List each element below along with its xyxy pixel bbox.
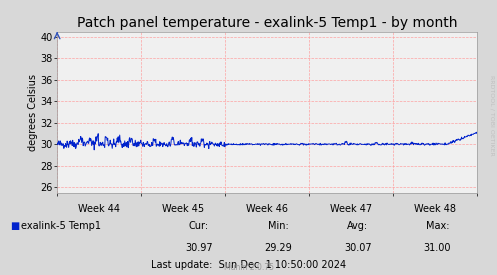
- Text: Week 48: Week 48: [414, 204, 456, 213]
- Title: Patch panel temperature - exalink-5 Temp1 - by month: Patch panel temperature - exalink-5 Temp…: [77, 16, 457, 31]
- Text: Week 47: Week 47: [330, 204, 372, 213]
- Text: RRDTOOL / TOBI OETIKER: RRDTOOL / TOBI OETIKER: [490, 75, 495, 156]
- Text: Max:: Max:: [425, 221, 449, 231]
- Text: Min:: Min:: [268, 221, 289, 231]
- Text: ■: ■: [10, 221, 19, 231]
- Text: 29.29: 29.29: [264, 243, 292, 253]
- Y-axis label: degrees Celsius: degrees Celsius: [28, 73, 38, 151]
- Text: Week 46: Week 46: [246, 204, 288, 213]
- Text: 30.97: 30.97: [185, 243, 213, 253]
- Text: exalink-5 Temp1: exalink-5 Temp1: [21, 221, 101, 231]
- Text: Week 45: Week 45: [162, 204, 204, 213]
- Text: Last update:  Sun Dec  1 10:50:00 2024: Last update: Sun Dec 1 10:50:00 2024: [151, 260, 346, 270]
- Text: Munin 2.0.75: Munin 2.0.75: [224, 263, 273, 272]
- Text: Week 44: Week 44: [78, 204, 120, 213]
- Text: Cur:: Cur:: [189, 221, 209, 231]
- Text: 31.00: 31.00: [423, 243, 451, 253]
- Text: 30.07: 30.07: [344, 243, 372, 253]
- Text: Avg:: Avg:: [347, 221, 368, 231]
